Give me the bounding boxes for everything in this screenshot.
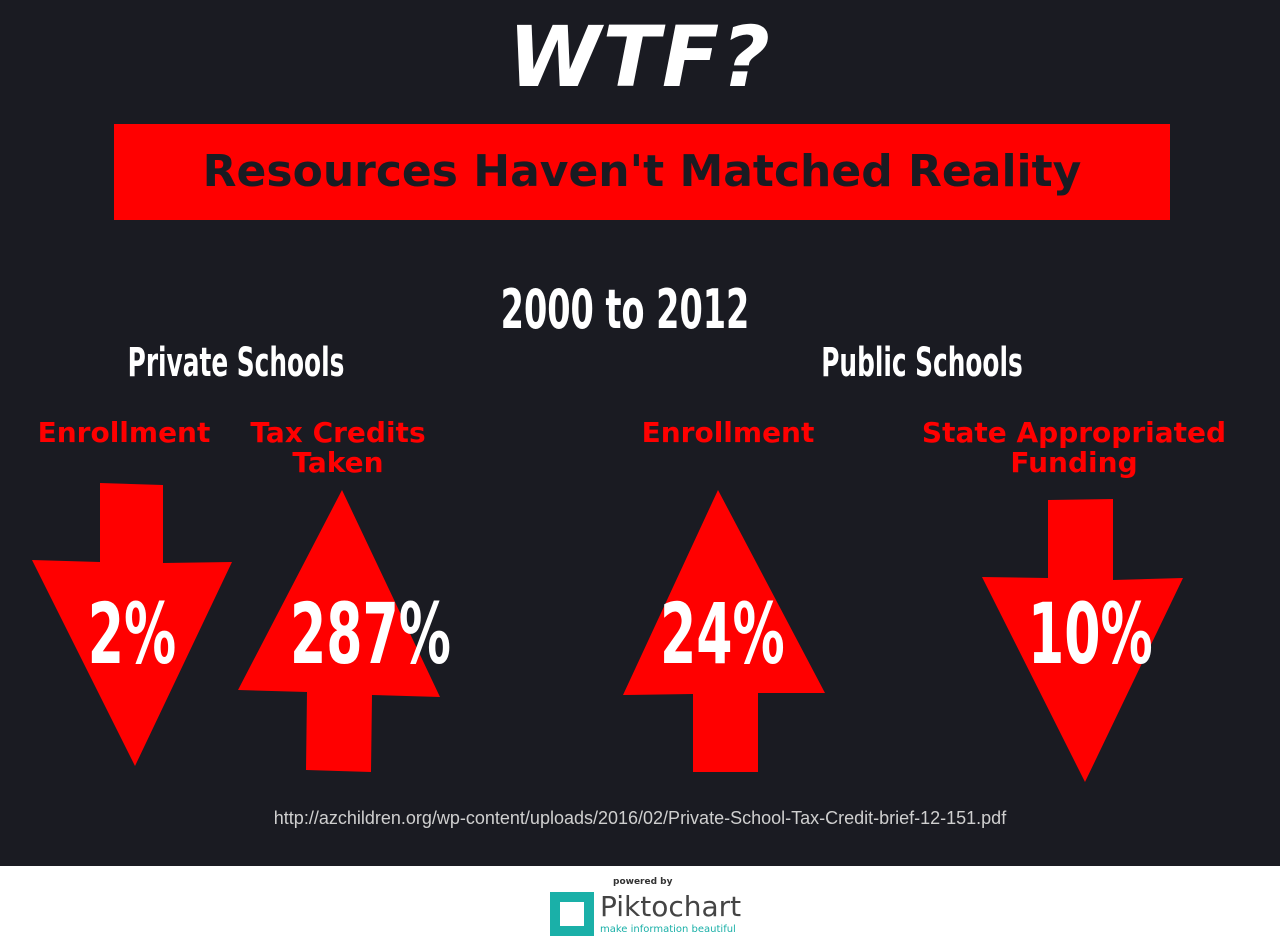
arrow-up [238, 490, 440, 772]
item-label: Tax Credits Taken [250, 416, 426, 479]
group-label: Public Schools [821, 340, 1023, 386]
tagline: make information beautiful [600, 924, 736, 935]
arrow-down [32, 483, 232, 766]
item-label: Enrollment [37, 416, 211, 449]
change-value: 2% [87, 585, 177, 683]
arrows [32, 483, 1183, 782]
powered-by: powered by [613, 877, 673, 887]
period: 2000 to 2012 [500, 278, 750, 341]
arrow-down [982, 499, 1183, 782]
group-label: Private Schools [127, 340, 345, 386]
brand: Piktochart [600, 890, 742, 923]
item-label: State Appropriated Funding [921, 416, 1227, 479]
source-link: http://azchildren.org/wp-content/uploads… [273, 808, 1007, 828]
logo-icon [550, 892, 594, 936]
change-value: 10% [1028, 585, 1153, 683]
arrow-up [623, 490, 825, 772]
change-value: 24% [660, 585, 785, 683]
logo-square [560, 902, 584, 926]
title: WTF? [507, 8, 773, 106]
footer: powered by Piktochart make information b… [0, 866, 1280, 947]
banner: Resources Haven't Matched Reality [114, 124, 1170, 220]
item-label: Enrollment [641, 416, 815, 449]
change-value: 287% [290, 585, 451, 683]
